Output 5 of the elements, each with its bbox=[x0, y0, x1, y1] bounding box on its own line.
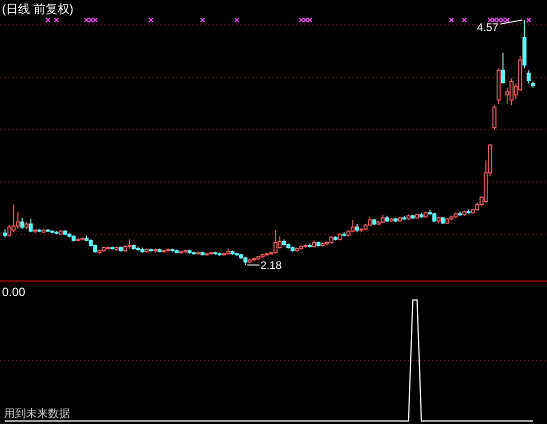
annotation: 4.57 bbox=[476, 22, 498, 34]
chart-title: (日线 前复权) bbox=[2, 2, 74, 16]
chart-title: 0.00 bbox=[2, 285, 26, 299]
annotation: 用到未来数据 bbox=[4, 407, 70, 420]
annotation: 2.18 bbox=[260, 260, 282, 272]
